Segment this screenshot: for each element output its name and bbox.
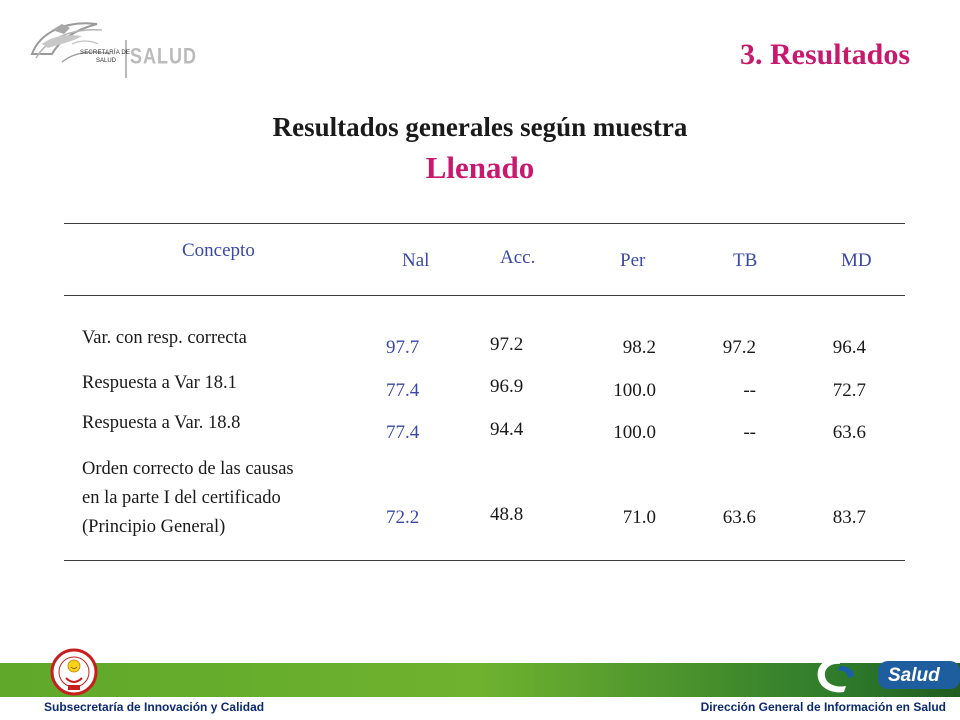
salud-brand-logo-icon (817, 658, 960, 693)
table-cell-tb: 97.2 (722, 337, 756, 358)
header-concepto: Concepto (182, 240, 255, 261)
table-cell-md: 83.7 (832, 507, 866, 528)
table-cell-per: 98.2 (622, 337, 656, 358)
table-cell-nal: 77.4 (386, 380, 420, 401)
table-cell-md: 72.7 (832, 380, 866, 401)
brand-wordmark: Salud (888, 665, 940, 686)
row-label: Orden correcto de las causas (82, 459, 294, 479)
table-cell-md: 63.6 (832, 422, 866, 443)
section-title: 3. Resultados (739, 38, 910, 71)
table-cell-nal: 72.2 (386, 507, 420, 528)
row-label: en la parte I del certificado (82, 488, 281, 508)
table-cell-acc: 48.8 (490, 504, 524, 525)
header-per: Per (620, 250, 646, 271)
table-top-rule (64, 223, 905, 224)
header-tb: TB (733, 250, 758, 271)
row-label: (Principio General) (82, 517, 226, 537)
row-label: Var. con resp. correcta (82, 328, 247, 348)
header-md: MD (841, 250, 872, 271)
page-title: Resultados generales según muestra (272, 112, 688, 142)
row-label: Respuesta a Var. 18.8 (82, 413, 241, 433)
header-acc: Acc. (500, 247, 536, 268)
logo-line1: SECRETARÍA DE (80, 50, 131, 56)
table-cell-acc: 94.4 (490, 419, 524, 440)
page-subtitle: Llenado (425, 150, 535, 185)
secretaria-de-salud-logo (30, 22, 127, 78)
table-cell-acc: 96.9 (490, 376, 524, 397)
row-label: Respuesta a Var 18.1 (82, 373, 237, 393)
table-cell-nal: 77.4 (386, 422, 420, 443)
footer-right-text: Dirección General de Información en Salu… (700, 700, 946, 714)
table-cell-tb: -- (743, 380, 756, 401)
header-nal: Nal (402, 250, 430, 271)
footer-bar (0, 663, 960, 697)
table-cell-per: 100.0 (613, 380, 656, 401)
table-header-rule (64, 295, 905, 296)
table-bottom-rule (64, 560, 905, 561)
table-cell-tb: -- (743, 422, 756, 443)
table-cell-acc: 97.2 (490, 334, 524, 355)
logo-line2: SALUD (96, 58, 117, 64)
table-cell-tb: 63.6 (722, 507, 756, 528)
table-cell-per: 100.0 (613, 422, 656, 443)
logo-brand-text: SALUD (130, 43, 197, 69)
table-cell-per: 71.0 (622, 507, 656, 528)
footer-left-text: Subsecretaría de Innovación y Calidad (44, 700, 265, 714)
table-cell-md: 96.4 (832, 337, 866, 358)
table-cell-nal: 97.7 (386, 337, 420, 358)
quality-seal-icon (50, 648, 98, 696)
